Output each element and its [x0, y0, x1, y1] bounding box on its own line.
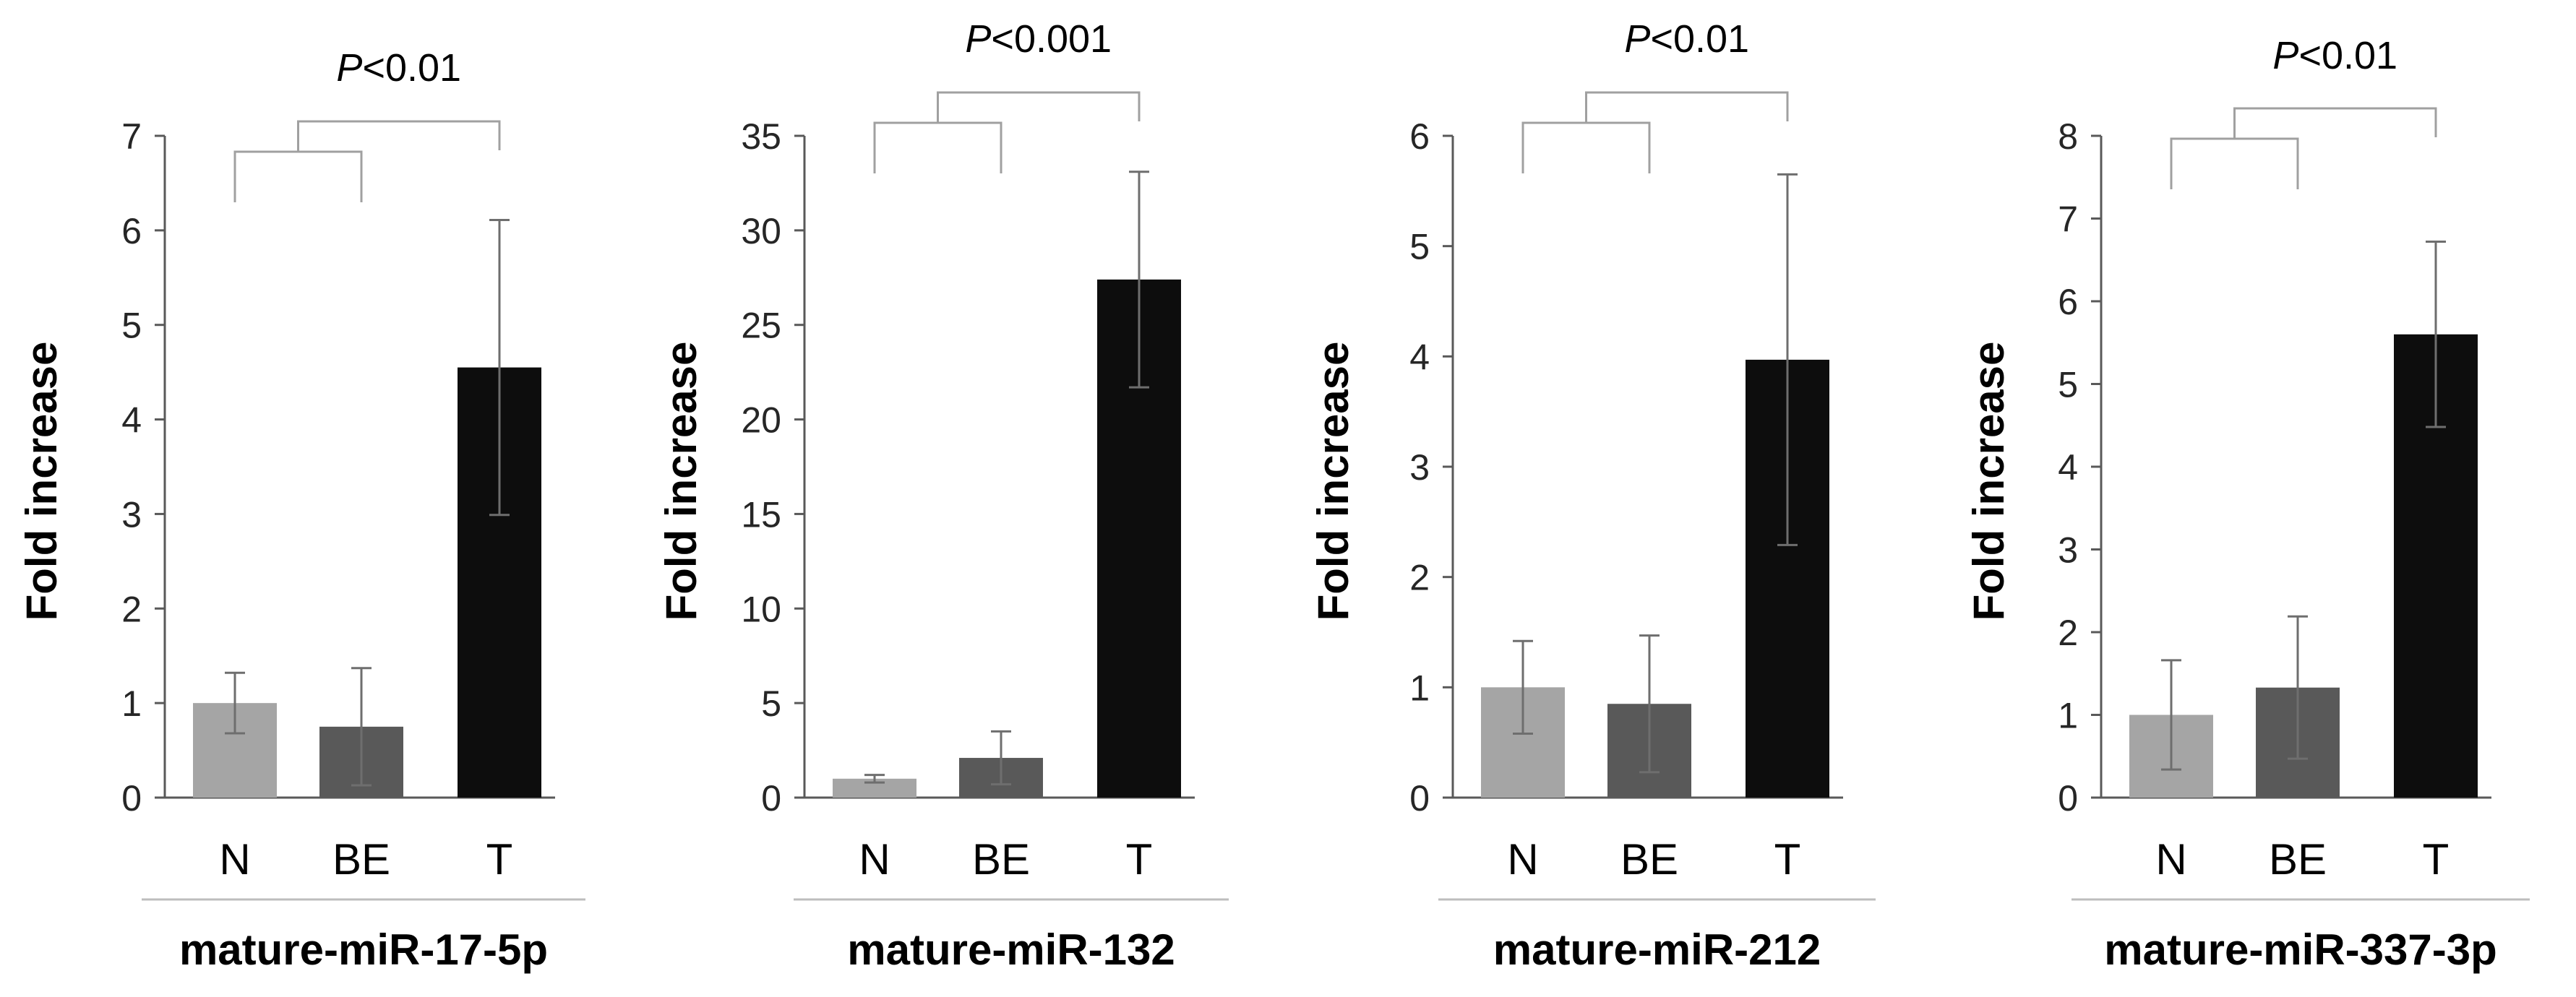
chart-title: mature-miR-337-3p	[2104, 925, 2497, 974]
y-tick-label: 2	[2058, 613, 2078, 653]
category-label: T	[486, 835, 513, 884]
y-tick-label: 30	[741, 211, 781, 251]
p-value-label: P<0.001	[965, 17, 1112, 61]
y-tick-label: 3	[1409, 447, 1430, 488]
y-tick-label: 35	[741, 116, 781, 157]
category-label: T	[1774, 835, 1801, 884]
y-tick-label: 20	[741, 400, 781, 441]
p-value-text: <0.01	[362, 46, 461, 90]
category-label: BE	[972, 835, 1030, 884]
category-label: N	[859, 835, 890, 884]
p-value-label: P<0.01	[336, 46, 461, 90]
category-label: T	[2423, 835, 2450, 884]
significance-bracket	[873, 91, 1141, 173]
y-tick-label: 6	[2058, 282, 2078, 322]
y-tick-label: 1	[2058, 696, 2078, 736]
p-value-prefix: P	[1624, 17, 1650, 61]
p-value-label: P<0.01	[1624, 17, 1749, 61]
chart-panel-4: 0 1 2 3 4 5 6 7 8 Fold increase N BE T P<0.01 mature-m…	[1965, 34, 2530, 974]
chart-panel-2: 0 5 10 15 20 25 30 35 Fold increase N BE T P<0.001 ma…	[657, 17, 1229, 974]
y-tick-label: 4	[1409, 337, 1430, 377]
chart-panel-3: 0 1 2 3 4 5 6 Fold increase N BE T P<0.01 mature-miR…	[1309, 17, 1876, 974]
y-tick-label: 0	[2058, 778, 2078, 819]
y-tick-label: 2	[121, 589, 142, 629]
y-tick-label: 7	[121, 116, 142, 157]
p-value-prefix: P	[2272, 34, 2298, 77]
y-tick-label: 6	[121, 211, 142, 251]
y-tick-label: 0	[1409, 778, 1430, 819]
y-tick-label: 5	[1409, 227, 1430, 267]
y-tick-label: 6	[1409, 116, 1430, 157]
significance-bracket	[233, 120, 501, 202]
y-tick-label: 1	[121, 683, 142, 724]
y-tick-label: 10	[741, 589, 781, 629]
significance-bracket	[1521, 91, 1789, 173]
p-value-prefix: P	[336, 46, 362, 90]
category-label: BE	[332, 835, 390, 884]
chart-title: mature-miR-212	[1493, 925, 1821, 974]
category-label: N	[1507, 835, 1538, 884]
category-label: BE	[1620, 835, 1678, 884]
y-tick-label: 8	[2058, 116, 2078, 157]
y-tick-label: 1	[1409, 668, 1430, 708]
p-value-text: <0.01	[1650, 17, 1749, 61]
y-tick-label: 5	[2058, 365, 2078, 405]
chart-panel-1: 0 1 2 3 4 5 6 7 Fold increase N BE T P<0.01 mature-mi…	[17, 46, 585, 974]
y-axis-title: Fold increase	[1965, 342, 2013, 621]
y-tick-label: 25	[741, 306, 781, 346]
y-tick-label: 0	[761, 778, 781, 819]
y-tick-label: 3	[2058, 530, 2078, 571]
category-label: T	[1126, 835, 1153, 884]
y-tick-label: 15	[741, 494, 781, 535]
chart-title: mature-miR-132	[847, 925, 1175, 974]
y-axis-title: Fold increase	[657, 342, 705, 621]
significance-bracket	[2170, 107, 2437, 189]
category-label: N	[219, 835, 250, 884]
y-tick-label: 3	[121, 494, 142, 535]
p-value-text: <0.01	[2298, 34, 2397, 77]
y-tick-label: 2	[1409, 558, 1430, 598]
p-value-text: <0.001	[991, 17, 1112, 61]
category-label: N	[2155, 835, 2186, 884]
p-value-label: P<0.01	[2272, 34, 2397, 77]
y-tick-label: 4	[2058, 447, 2078, 488]
y-tick-label: 4	[121, 400, 142, 441]
y-tick-label: 5	[761, 683, 781, 724]
y-axis-title: Fold increase	[1309, 342, 1357, 621]
chart-title: mature-miR-17-5p	[179, 925, 548, 974]
y-tick-label: 5	[121, 306, 142, 346]
y-axis-title: Fold increase	[17, 342, 66, 621]
y-tick-label: 7	[2058, 199, 2078, 240]
y-tick-label: 0	[121, 778, 142, 819]
p-value-prefix: P	[965, 17, 991, 61]
category-label: BE	[2269, 835, 2327, 884]
